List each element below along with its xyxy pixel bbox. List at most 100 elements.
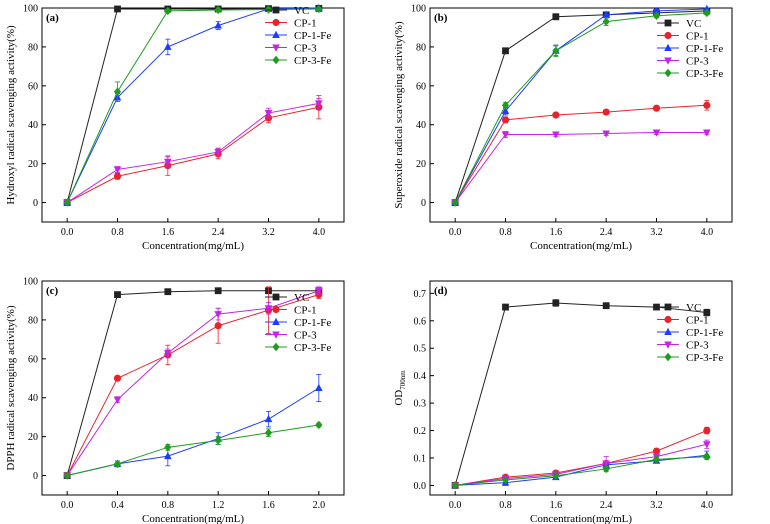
chart-a-panel-label: (a) bbox=[46, 12, 59, 24]
chart-b-data-point bbox=[552, 46, 560, 55]
chart-b-y-tick-label: 60 bbox=[416, 81, 426, 92]
chart-b-legend-marker bbox=[664, 57, 672, 65]
chart-b-y-axis-title: Superoxide radical scavenging activity(%… bbox=[393, 21, 405, 209]
chart-c-y-tick-label: 60 bbox=[28, 354, 38, 365]
chart-b-plot-frame bbox=[429, 7, 733, 223]
chart-b-y-tick-label: 100 bbox=[411, 4, 426, 15]
chart-b-data-point bbox=[552, 131, 560, 139]
chart-d-plot-frame bbox=[429, 280, 733, 496]
chart-c-data-point bbox=[63, 471, 71, 480]
chart-c-data-point bbox=[315, 287, 323, 295]
chart-c-series-line bbox=[67, 387, 320, 477]
chart-d-x-tick-label: 0.0 bbox=[449, 500, 462, 511]
chart-d-data-point bbox=[652, 447, 661, 455]
chart-b-legend-label: CP-1-Fe bbox=[686, 43, 723, 55]
chart-b-y-tick-label: 0 bbox=[421, 198, 426, 209]
chart-d-panel-label: (d) bbox=[434, 285, 448, 297]
chart-d-y-axis-title-sub: 700nm bbox=[399, 370, 407, 390]
chart-b-series-cp-3-fe bbox=[451, 8, 711, 207]
chart-c-data-point bbox=[214, 311, 222, 319]
chart-a-data-point bbox=[114, 5, 121, 13]
chart-a-data-point bbox=[164, 6, 172, 16]
chart-d-series-line bbox=[455, 456, 707, 486]
chart-b-data-point bbox=[652, 6, 661, 14]
chart-c-y-tick-label: 20 bbox=[28, 432, 38, 443]
chart-c-data-point bbox=[164, 288, 172, 296]
chart-d-x-tick-label: 3.2 bbox=[650, 500, 663, 511]
chart-c-data-point bbox=[164, 443, 172, 452]
chart-c-x-tick-label: 0.8 bbox=[162, 500, 175, 511]
chart-a-data-point bbox=[164, 158, 172, 166]
chart-c-series-cp-3 bbox=[63, 286, 323, 480]
chart-d-y-tick-label: 0.5 bbox=[414, 344, 427, 355]
chart-b: 0.0 0.8 1.6 2.4 3.2 4.0 0 20 40 60 80 100 Concentrat… bbox=[393, 4, 733, 252]
chart-c-legend-label: CP-3 bbox=[294, 330, 317, 342]
chart-b-data-point bbox=[703, 101, 711, 109]
chart-d-legend-label: CP-3-Fe bbox=[686, 352, 723, 364]
chart-c-data-point bbox=[264, 305, 273, 313]
chart-d-data-point bbox=[703, 452, 711, 461]
chart-b-data-point bbox=[501, 116, 510, 124]
chart-d-data-point bbox=[703, 441, 711, 449]
chart-b-data-point bbox=[703, 8, 711, 18]
chart-d-data-point bbox=[703, 426, 711, 435]
chart-a-series-line bbox=[66, 102, 319, 203]
chart-b-data-point bbox=[602, 17, 610, 26]
chart-b-x-tick-label: 3.2 bbox=[650, 227, 663, 238]
chart-a-x-axis-title: Concentration(mg/mL) bbox=[142, 240, 244, 252]
chart-b-series-cp-1-fe bbox=[451, 4, 711, 206]
chart-d-y-tick-label: 0.4 bbox=[414, 371, 427, 382]
chart-d-y-tick-label: 0.7 bbox=[414, 289, 427, 300]
chart-c-y-axis-title: DPPH radical scavenging activity(%) bbox=[5, 305, 17, 471]
chart-a-x-tick-label: 4.0 bbox=[313, 227, 326, 238]
chart-c-series-cp-1-fe bbox=[63, 373, 323, 479]
chart-b-legend-label: VC bbox=[686, 18, 701, 30]
chart-a-x-tick-label: 0.0 bbox=[61, 227, 74, 238]
chart-b-series-line bbox=[454, 8, 707, 203]
chart-a-data-point bbox=[164, 42, 172, 50]
chart-c-legend-label: VC bbox=[294, 292, 309, 304]
chart-d-y-tick-label: 0.3 bbox=[414, 399, 427, 410]
chart-c-legend-label: CP-1 bbox=[294, 305, 317, 317]
chart-a-series-line bbox=[66, 106, 319, 203]
chart-a-data-point bbox=[113, 172, 122, 180]
chart-b-series-cp-3 bbox=[451, 129, 711, 207]
chart-a-series-line bbox=[66, 7, 319, 203]
chart-a-x-tick-label: 1.6 bbox=[162, 227, 175, 238]
chart-b-series-line bbox=[454, 12, 707, 203]
chart-a-data-point bbox=[214, 148, 222, 157]
chart-c-legend-marker bbox=[272, 305, 280, 314]
chart-d-series-cp-3-fe bbox=[451, 452, 711, 490]
chart-c-x-axis-title: Concentration(mg/mL) bbox=[142, 513, 244, 524]
chart-b-x-tick-label: 2.4 bbox=[600, 227, 613, 238]
chart-c-y-tick-label: 100 bbox=[23, 277, 38, 288]
chart-b-y-tick-label: 80 bbox=[416, 42, 426, 53]
chart-a-legend-marker bbox=[272, 6, 280, 14]
chart-c-data-point bbox=[113, 374, 122, 382]
chart-c-data-point bbox=[164, 349, 172, 358]
chart-d: 0.0 0.8 1.6 2.4 3.2 4.0 0.0 0.1 0.2 0.3 0.4 0.5 0.6 0… bbox=[393, 280, 733, 524]
chart-c-legend-marker bbox=[272, 317, 280, 325]
chart-c-plot-frame bbox=[41, 280, 345, 496]
chart-c-legend-label: CP-3-Fe bbox=[294, 342, 331, 354]
chart-b-data-point bbox=[602, 10, 610, 18]
chart-c-data-point bbox=[264, 414, 273, 423]
chart-c-series-line bbox=[66, 290, 319, 476]
chart-c-x-tick-label: 0.4 bbox=[111, 500, 124, 511]
chart-d-x-tick-label: 0.8 bbox=[499, 500, 512, 511]
chart-b-panel-label: (b) bbox=[434, 12, 448, 24]
chart-c-series-cp-3-fe bbox=[63, 420, 323, 480]
chart-d-legend-label: VC bbox=[686, 302, 701, 314]
chart-b-legend-marker bbox=[664, 68, 672, 78]
chart-a-series-cp-1 bbox=[63, 95, 323, 207]
chart-c-x-tick-label: 1.6 bbox=[262, 500, 275, 511]
chart-c-data-point bbox=[264, 428, 273, 437]
chart-d-series-line bbox=[455, 443, 707, 486]
chart-c-y-tick-label: 80 bbox=[28, 315, 38, 326]
chart-a-y-tick-label: 40 bbox=[28, 120, 38, 131]
chart-d-x-tick-label: 4.0 bbox=[701, 500, 714, 511]
chart-b-series-line bbox=[454, 132, 707, 203]
chart-c-data-point bbox=[113, 459, 122, 469]
